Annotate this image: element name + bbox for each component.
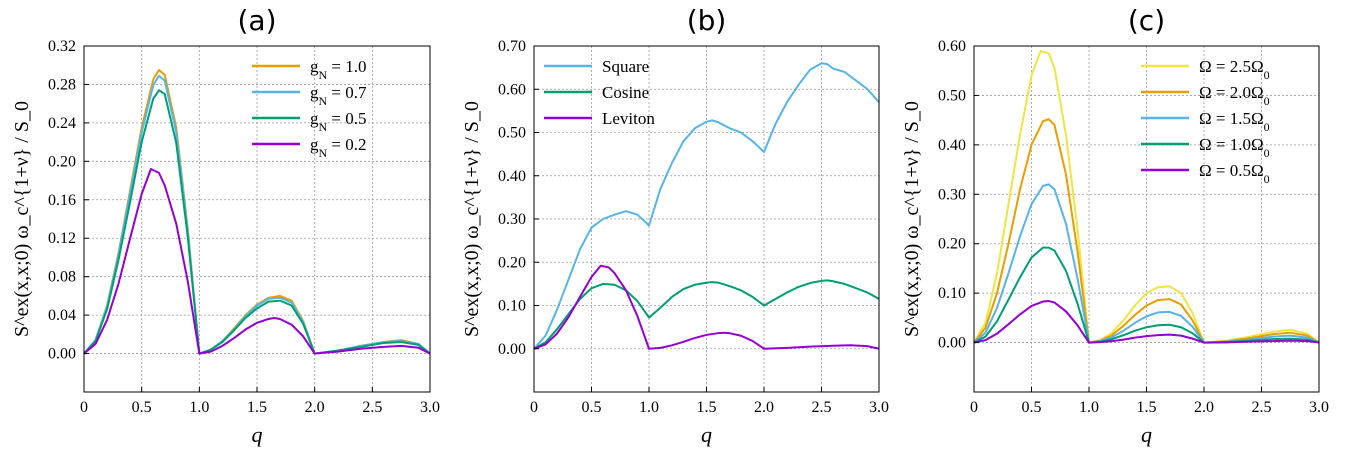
y-axis-label: S^ex(x,x;0) ω_c^{1+ν} / S_0 xyxy=(461,101,483,337)
series-line-4 xyxy=(83,168,431,355)
legend-label: Leviton xyxy=(602,109,655,128)
x-tick-label: 2.5 xyxy=(812,399,832,416)
y-tick-label: 0.60 xyxy=(498,81,526,98)
x-tick-label: 0 xyxy=(80,399,88,416)
series-line-3 xyxy=(533,264,880,350)
y-tick-label: 0.60 xyxy=(938,38,966,55)
x-tick-label: 1.5 xyxy=(247,399,267,416)
y-tick-label: 0.04 xyxy=(48,307,76,324)
chart-panel-2: 0 0.5 1.0 1.5 2.0 2.5 3.0 0.00 0.10 0.20 0.30 0.40 0… xyxy=(461,4,889,447)
legend-label: Ω = 2.5Ω0 xyxy=(1199,57,1270,82)
legend-label: gN = 0.5 xyxy=(310,109,367,134)
panel-title: (c) xyxy=(1128,4,1165,37)
y-tick-label: 0.00 xyxy=(48,346,76,363)
y-tick-label: 0.50 xyxy=(938,87,966,104)
y-tick-label: 0.10 xyxy=(938,285,966,302)
x-tick-label: 3.0 xyxy=(869,399,889,416)
y-tick-label: 0.00 xyxy=(498,341,526,358)
x-tick-label: 0.5 xyxy=(1022,399,1042,416)
y-tick-label: 0.32 xyxy=(48,38,76,55)
x-tick-label: 0 xyxy=(530,399,538,416)
legend-label: Square xyxy=(602,57,649,76)
chart-panel-1: 0 0.5 1.0 1.5 2.0 2.5 3.0 0.00 0.04 0.08 0.12 0.16 0… xyxy=(11,4,440,447)
x-tick-label: 1.5 xyxy=(1137,399,1157,416)
y-tick-label: 0.10 xyxy=(498,298,526,315)
x-axis-label: q xyxy=(701,422,712,447)
y-tick-label: 0.00 xyxy=(938,335,966,352)
y-tick-label: 0.40 xyxy=(938,137,966,154)
y-tick-label: 0.20 xyxy=(938,236,966,253)
series-line-3 xyxy=(83,89,431,355)
panel-title: (a) xyxy=(237,4,276,37)
x-axis-label: q xyxy=(1141,422,1152,447)
y-tick-label: 0.20 xyxy=(48,153,76,170)
legend-label: Ω = 0.5Ω0 xyxy=(1199,161,1270,186)
x-tick-label: 2.5 xyxy=(1252,399,1272,416)
y-tick-label: 0.70 xyxy=(498,38,526,55)
legend-label: Ω = 2.0Ω0 xyxy=(1199,83,1270,108)
y-tick-label: 0.12 xyxy=(48,230,76,247)
legend-label: Ω = 1.0Ω0 xyxy=(1199,135,1270,160)
legend-label: gN = 0.7 xyxy=(310,83,367,108)
y-tick-label: 0.28 xyxy=(48,76,76,93)
y-tick-label: 0.16 xyxy=(48,192,76,209)
series-line-5 xyxy=(973,300,1320,344)
x-tick-label: 2.0 xyxy=(305,399,325,416)
y-tick-label: 0.50 xyxy=(498,125,526,142)
x-tick-label: 1.0 xyxy=(639,399,659,416)
x-tick-label: 2.5 xyxy=(362,399,382,416)
y-tick-label: 0.40 xyxy=(498,168,526,185)
x-tick-label: 3.0 xyxy=(1309,399,1329,416)
x-tick-label: 0.5 xyxy=(132,399,152,416)
series-line-2 xyxy=(533,279,880,350)
y-tick-label: 0.24 xyxy=(48,115,76,132)
x-tick-label: 2.0 xyxy=(1194,399,1214,416)
series-line-1 xyxy=(533,62,880,350)
legend-label: gN = 1.0 xyxy=(310,57,367,82)
x-tick-label: 3.0 xyxy=(420,399,440,416)
x-tick-label: 2.0 xyxy=(754,399,774,416)
y-axis-label: S^ex(x,x;0) ω_c^{1+ν} / S_0 xyxy=(11,101,33,337)
y-tick-label: 0.08 xyxy=(48,269,76,286)
y-tick-label: 0.30 xyxy=(938,186,966,203)
y-tick-label: 0.30 xyxy=(498,211,526,228)
legend-label: Cosine xyxy=(602,83,649,102)
x-tick-label: 1.0 xyxy=(1079,399,1099,416)
y-axis-label: S^ex(x,x;0) ω_c^{1+ν} / S_0 xyxy=(901,101,923,337)
x-tick-label: 0.5 xyxy=(582,399,602,416)
x-tick-label: 1.0 xyxy=(189,399,209,416)
x-axis-label: q xyxy=(252,422,263,447)
legend-label: Ω = 1.5Ω0 xyxy=(1199,109,1270,134)
x-tick-label: 1.5 xyxy=(697,399,717,416)
chart-panel-3: 0 0.5 1.0 1.5 2.0 2.5 3.0 0.00 0.10 0.20 0.30 0.40 0… xyxy=(901,4,1329,447)
legend: Square Cosine Leviton xyxy=(544,57,655,128)
panel-title: (b) xyxy=(687,4,727,37)
y-tick-label: 0.20 xyxy=(498,254,526,271)
legend-label: gN = 0.2 xyxy=(310,135,367,160)
x-tick-label: 0 xyxy=(970,399,978,416)
legend: gN = 1.0gN = 0.7gN = 0.5gN = 0.2 xyxy=(252,57,367,160)
